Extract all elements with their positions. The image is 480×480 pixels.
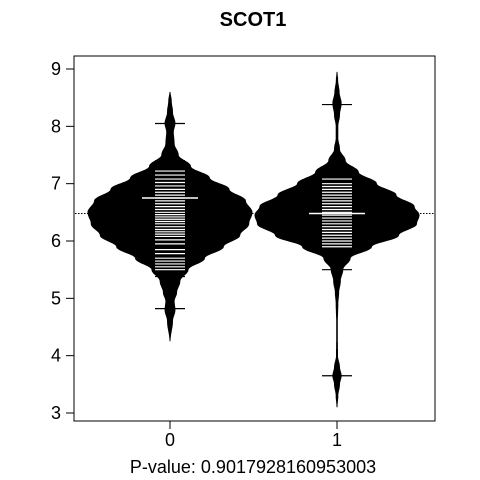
- y-tick-label: 8: [51, 116, 61, 136]
- bean-0: [88, 92, 252, 341]
- y-tick-label: 3: [51, 403, 61, 423]
- y-tick-label: 6: [51, 231, 61, 251]
- y-axis: 3 4 5 6 7 8 9: [51, 59, 74, 423]
- beans-group: [88, 72, 419, 407]
- bean-density: [255, 72, 419, 407]
- y-tick-label: 9: [51, 59, 61, 79]
- y-tick-label: 5: [51, 288, 61, 308]
- x-tick-label: 1: [332, 430, 342, 450]
- chart-title: SCOT1: [220, 9, 287, 31]
- bean-1: [255, 72, 419, 407]
- x-tick-label: 0: [165, 430, 175, 450]
- x-axis-label: P-value: 0.9017928160953003: [130, 457, 376, 477]
- y-tick-label: 4: [51, 346, 61, 366]
- y-tick-label: 7: [51, 174, 61, 194]
